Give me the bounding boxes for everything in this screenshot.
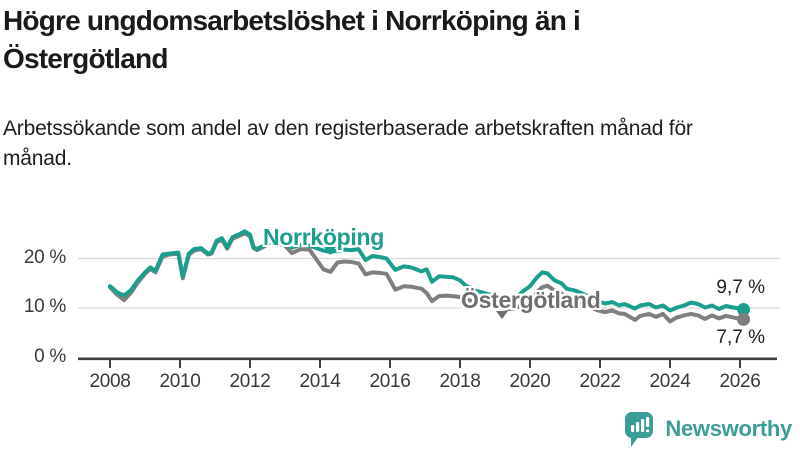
page-title: Högre ungdomsarbetslöshet i Norrköping ä… [3, 5, 581, 74]
end-value-norrkoping: 9,7 % [716, 277, 765, 298]
chart-subtitle: Arbetssökande som andel av den registerb… [3, 117, 693, 170]
line-series [108, 229, 746, 313]
series-label-norrkoping: Norrköping [263, 224, 384, 250]
series-label-pointer-ostergotland-icon [496, 311, 508, 319]
newsworthy-logo[interactable]: Newsworthy [623, 410, 792, 448]
newsworthy-logo-icon [625, 412, 654, 447]
end-value-ostergotland: 7,7 % [716, 327, 765, 348]
end-dot [737, 312, 750, 326]
series-label-pointer-norrkoping-icon [324, 247, 336, 255]
series-label-ostergotland: Östergötland [461, 287, 601, 313]
newsworthy-logo-text: Newsworthy [665, 416, 792, 441]
end-dot [737, 303, 750, 316]
